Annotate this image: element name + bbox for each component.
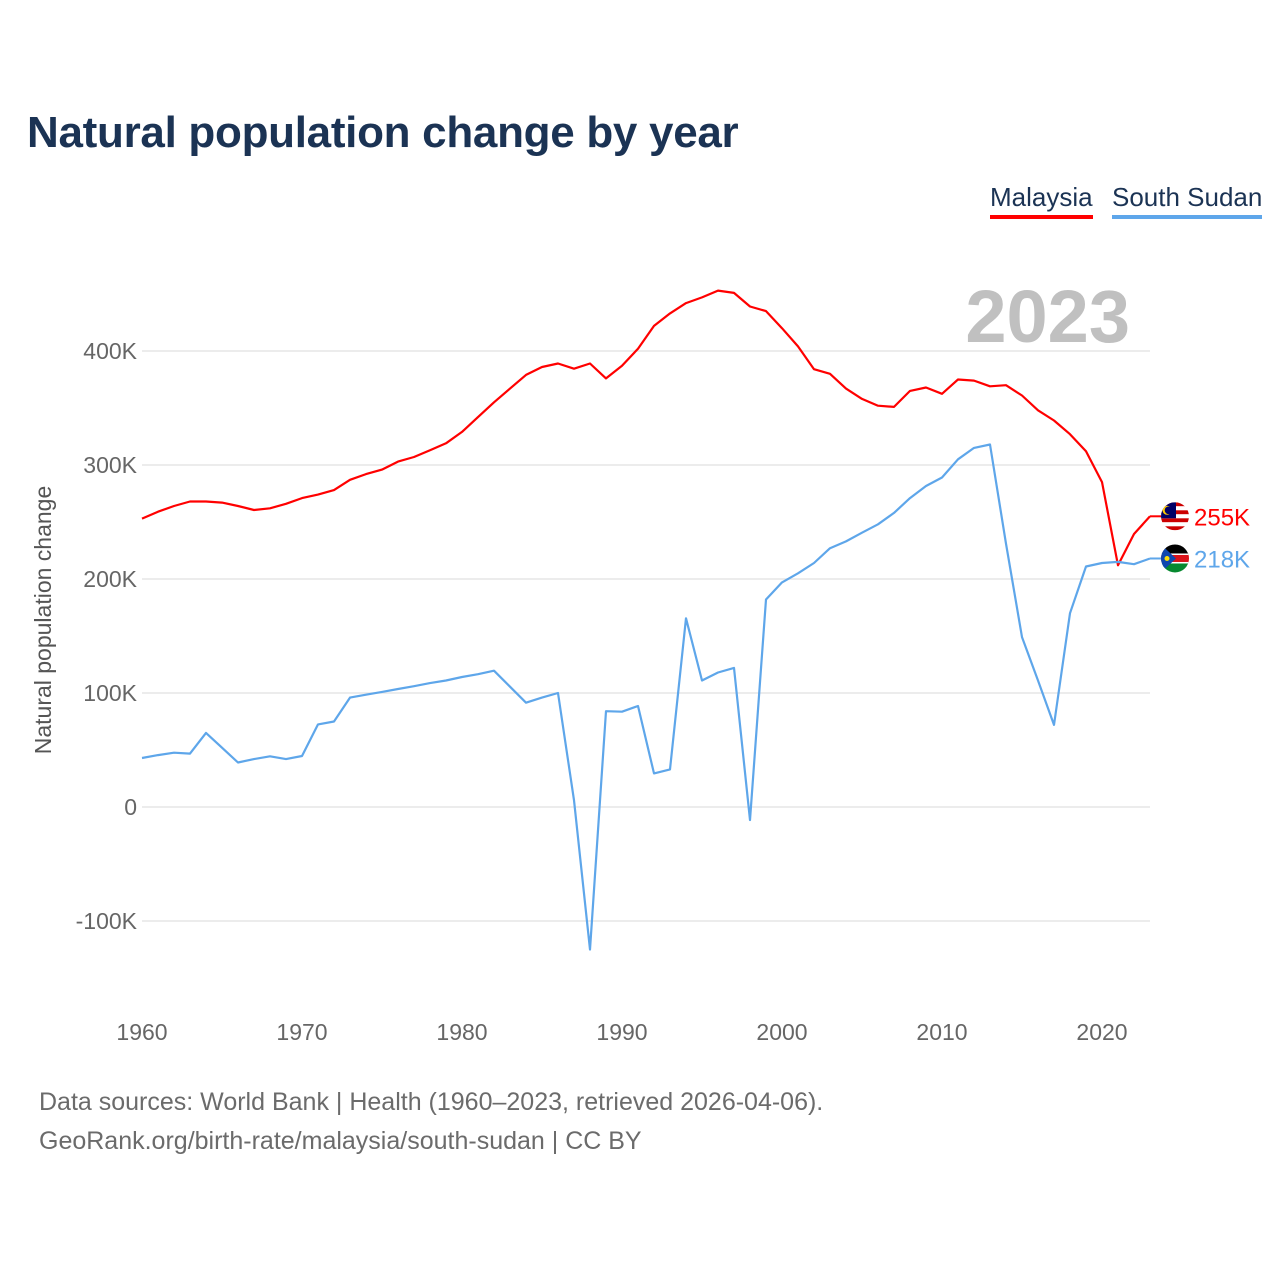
series-line-south-sudan[interactable] xyxy=(141,443,1151,951)
end-labels: 255K 218K xyxy=(1150,502,1250,573)
gridlines xyxy=(142,350,1150,922)
x-tick-label: 2020 xyxy=(1076,1019,1127,1045)
y-axis-label: Natural population change xyxy=(30,486,56,755)
end-value-label: 218K xyxy=(1194,546,1250,573)
data-source-text: Data sources: World Bank | Health (1960–… xyxy=(39,1088,824,1116)
x-tick-label: 2010 xyxy=(916,1019,967,1045)
y-tick-label: 100K xyxy=(83,680,137,706)
series-lines xyxy=(141,289,1151,951)
y-tick-label: 0 xyxy=(124,794,137,820)
legend-item-south-sudan[interactable]: South Sudan xyxy=(1112,182,1263,219)
legend-item-malaysia[interactable]: Malaysia xyxy=(990,182,1093,219)
y-axis-ticks: -100K 0 100K 200K 300K 400K xyxy=(76,338,138,934)
y-tick-label: -100K xyxy=(76,908,138,934)
end-value-label: 255K xyxy=(1194,504,1250,531)
series-line-malaysia[interactable] xyxy=(141,289,1151,567)
x-tick-label: 1970 xyxy=(276,1019,327,1045)
x-tick-label: 1980 xyxy=(436,1019,487,1045)
y-tick-label: 300K xyxy=(83,452,137,478)
x-tick-label: 1990 xyxy=(596,1019,647,1045)
x-tick-label: 2000 xyxy=(756,1019,807,1045)
malaysia-flag-icon xyxy=(1161,502,1189,531)
chart-title: Natural population change by year xyxy=(27,108,739,157)
x-tick-label: 1960 xyxy=(116,1019,167,1045)
y-tick-label: 400K xyxy=(83,338,137,364)
south-sudan-flag-icon xyxy=(1161,544,1189,573)
year-overlay: 2023 xyxy=(965,275,1130,358)
y-tick-label: 200K xyxy=(83,566,137,592)
source-link[interactable]: GeoRank.org/birth-rate/malaysia/south-su… xyxy=(39,1127,642,1155)
x-axis-ticks: 1960 1970 1980 1990 2000 2010 2020 xyxy=(116,1019,1127,1045)
